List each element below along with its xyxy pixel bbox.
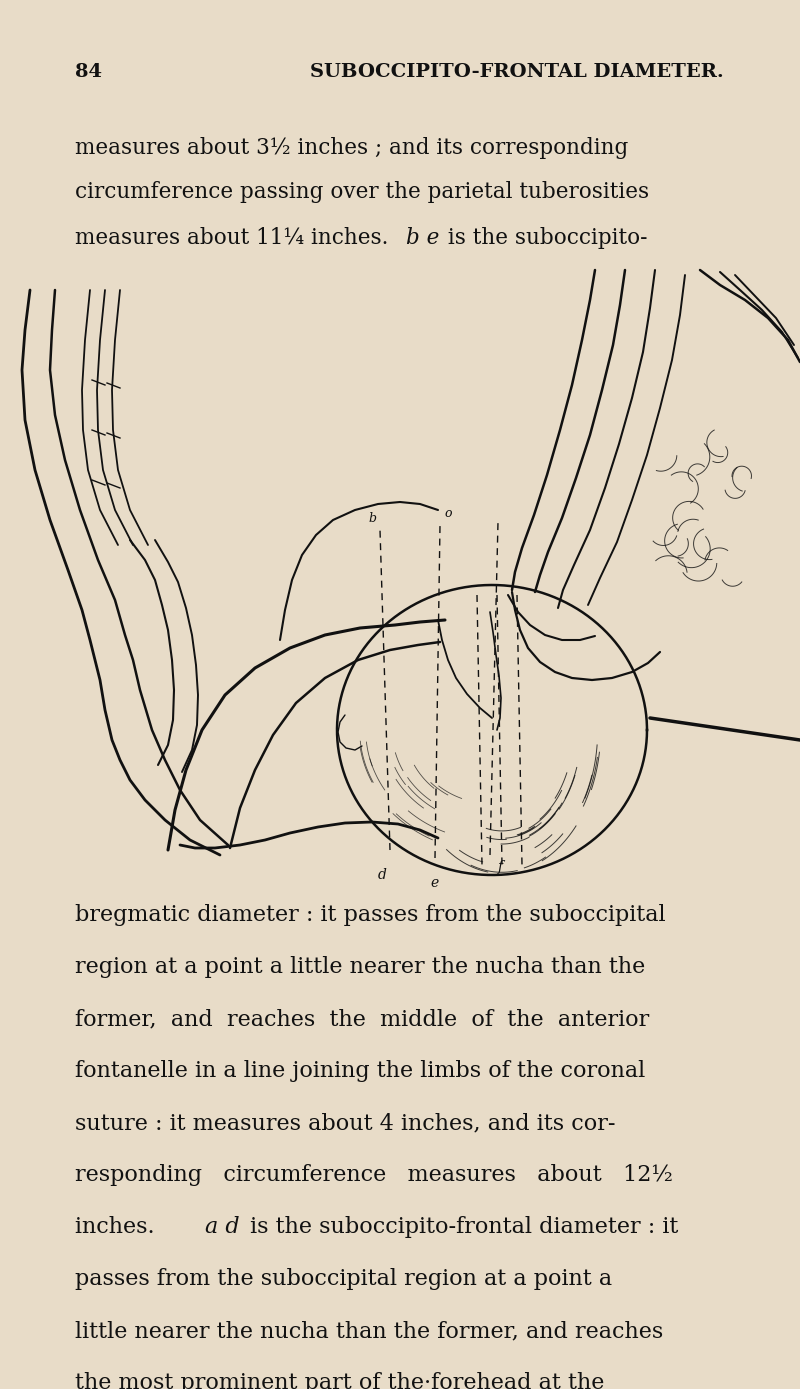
Text: 84: 84	[75, 63, 102, 81]
Text: responding   circumference   measures   about   12½: responding circumference measures about …	[75, 1164, 673, 1186]
Text: region at a point a little nearer the nucha than the: region at a point a little nearer the nu…	[75, 956, 646, 978]
Text: fontanelle in a line joining the limbs of the coronal: fontanelle in a line joining the limbs o…	[75, 1060, 646, 1082]
Text: b: b	[368, 513, 376, 525]
Text: SUBOCCIPITO-FRONTAL DIAMETER.: SUBOCCIPITO-FRONTAL DIAMETER.	[310, 63, 724, 81]
Text: former,  and  reaches  the  middle  of  the  anterior: former, and reaches the middle of the an…	[75, 1008, 650, 1031]
Text: the most prominent part of the·forehead at the: the most prominent part of the·forehead …	[75, 1372, 604, 1389]
Text: suture : it measures about 4 inches, and its cor-: suture : it measures about 4 inches, and…	[75, 1113, 615, 1133]
Text: measures about 11¼ inches.: measures about 11¼ inches.	[75, 226, 409, 249]
Text: is the suboccipito-: is the suboccipito-	[441, 226, 647, 249]
Text: measures about 3½ inches ; and its corresponding: measures about 3½ inches ; and its corre…	[75, 138, 628, 158]
Text: is the suboccipito-frontal diameter : it: is the suboccipito-frontal diameter : it	[243, 1215, 678, 1238]
Text: little nearer the nucha than the former, and reaches: little nearer the nucha than the former,…	[75, 1320, 663, 1342]
Text: circumference passing over the parietal tuberosities: circumference passing over the parietal …	[75, 181, 649, 203]
Text: inches.: inches.	[75, 1215, 176, 1238]
Text: d: d	[378, 868, 386, 882]
Text: a d: a d	[205, 1215, 240, 1238]
Text: f: f	[498, 860, 502, 874]
Text: e: e	[431, 876, 439, 890]
Text: b e: b e	[406, 226, 439, 249]
Text: o: o	[444, 507, 452, 519]
Text: passes from the suboccipital region at a point a: passes from the suboccipital region at a…	[75, 1268, 612, 1290]
Text: bregmatic diameter : it passes from the suboccipital: bregmatic diameter : it passes from the …	[75, 904, 666, 926]
